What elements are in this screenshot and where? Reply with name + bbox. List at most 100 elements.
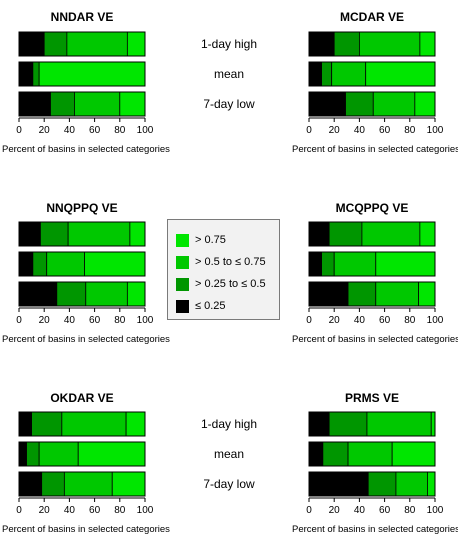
- bar-segment: [308, 221, 330, 247]
- x-axis-label: Percent of basins in selected categories: [292, 144, 458, 155]
- bar-segment: [308, 411, 330, 437]
- x-axis-label: Percent of basins in selected categories: [2, 144, 170, 155]
- x-tick-label: 20: [39, 315, 51, 326]
- panel-title: MCDAR VE: [340, 10, 404, 24]
- bar-segment: [418, 281, 436, 307]
- bar-segment: [328, 411, 368, 437]
- x-tick-label: 20: [39, 505, 51, 516]
- bar-segment: [126, 281, 146, 307]
- x-tick-label: 80: [404, 125, 416, 136]
- x-tick-label: 0: [16, 505, 22, 516]
- panel-title: NNDAR VE: [51, 10, 114, 24]
- bar-outline: [18, 61, 146, 87]
- bar-segment: [427, 471, 436, 497]
- bar-outline: [308, 31, 436, 57]
- x-tick-label: 80: [114, 315, 126, 326]
- x-tick-label: 20: [329, 505, 341, 516]
- bar-segment: [129, 221, 146, 247]
- bar-segment: [322, 441, 349, 467]
- x-axis-label: Percent of basins in selected categories: [2, 524, 170, 535]
- x-tick-label: 20: [329, 315, 341, 326]
- bar-segment: [32, 251, 48, 277]
- bar-outline: [308, 61, 436, 87]
- legend-label: ≤ 0.25: [195, 300, 226, 312]
- bar-segment: [119, 91, 146, 117]
- bar-outline: [18, 471, 146, 497]
- category-label: 7-day low: [203, 477, 255, 491]
- bar-segment: [18, 281, 58, 307]
- x-tick-label: 0: [16, 315, 22, 326]
- bar-segment: [38, 61, 146, 87]
- bar-segment: [345, 91, 374, 117]
- bar-segment: [18, 441, 27, 467]
- legend-swatch: [176, 300, 189, 313]
- x-tick-label: 60: [89, 315, 101, 326]
- bar-segment: [372, 91, 416, 117]
- bar-segment: [361, 221, 421, 247]
- bar-outline: [308, 471, 436, 497]
- bar-outline: [308, 441, 436, 467]
- bar-segment: [391, 441, 436, 467]
- bar-segment: [43, 31, 68, 57]
- x-tick-label: 100: [427, 125, 444, 136]
- bar-segment: [18, 61, 34, 87]
- bar-segment: [328, 221, 363, 247]
- bar-outline: [18, 281, 146, 307]
- x-tick-label: 60: [379, 125, 391, 136]
- bar-segment: [321, 61, 333, 87]
- bar-outline: [308, 411, 436, 437]
- bar-outline: [18, 31, 146, 57]
- x-tick-label: 40: [64, 315, 76, 326]
- bar-segment: [308, 251, 323, 277]
- x-tick-label: 0: [306, 315, 312, 326]
- x-tick-label: 0: [306, 505, 312, 516]
- legend-label: > 0.75: [195, 234, 226, 246]
- bar-segment: [308, 471, 369, 497]
- x-tick-label: 80: [404, 315, 416, 326]
- bar-segment: [31, 411, 63, 437]
- x-tick-label: 80: [404, 505, 416, 516]
- bar-segment: [375, 251, 436, 277]
- category-label: mean: [214, 447, 244, 461]
- bar-segment: [67, 221, 131, 247]
- bar-segment: [419, 31, 436, 57]
- bar-segment: [347, 441, 393, 467]
- bar-segment: [366, 411, 432, 437]
- bar-segment: [26, 441, 40, 467]
- bar-segment: [321, 251, 335, 277]
- bar-segment: [18, 411, 33, 437]
- bar-segment: [308, 91, 346, 117]
- bar-segment: [308, 281, 349, 307]
- panel-title: OKDAR VE: [50, 391, 113, 405]
- x-tick-label: 0: [306, 125, 312, 136]
- panel-title: PRMS VE: [345, 391, 399, 405]
- bar-segment: [358, 31, 421, 57]
- bar-segment: [18, 471, 43, 497]
- x-tick-label: 100: [137, 315, 154, 326]
- bar-outline: [308, 221, 436, 247]
- legend-swatch: [176, 256, 189, 269]
- bar-segment: [308, 441, 324, 467]
- category-label: 1-day high: [201, 37, 257, 51]
- bar-segment: [32, 61, 40, 87]
- bar-outline: [308, 91, 436, 117]
- x-tick-label: 40: [64, 505, 76, 516]
- x-tick-label: 100: [137, 505, 154, 516]
- x-tick-label: 20: [39, 125, 51, 136]
- bar-segment: [125, 411, 146, 437]
- x-tick-label: 100: [427, 315, 444, 326]
- bar-segment: [18, 31, 45, 57]
- x-axis-label: Percent of basins in selected categories: [2, 334, 170, 345]
- bar-outline: [18, 251, 146, 277]
- category-label: mean: [214, 67, 244, 81]
- bar-segment: [41, 471, 65, 497]
- category-label: 7-day low: [203, 97, 255, 111]
- bar-segment: [18, 221, 41, 247]
- x-tick-label: 60: [379, 315, 391, 326]
- bar-segment: [85, 281, 128, 307]
- bar-segment: [46, 251, 85, 277]
- panel-title: NNQPPQ VE: [46, 201, 117, 215]
- chart-legend: > 0.75 > 0.5 to ≤ 0.75 > 0.25 to ≤ 0.5 ≤…: [167, 219, 280, 320]
- legend-item-le-025: ≤ 0.25: [176, 300, 226, 313]
